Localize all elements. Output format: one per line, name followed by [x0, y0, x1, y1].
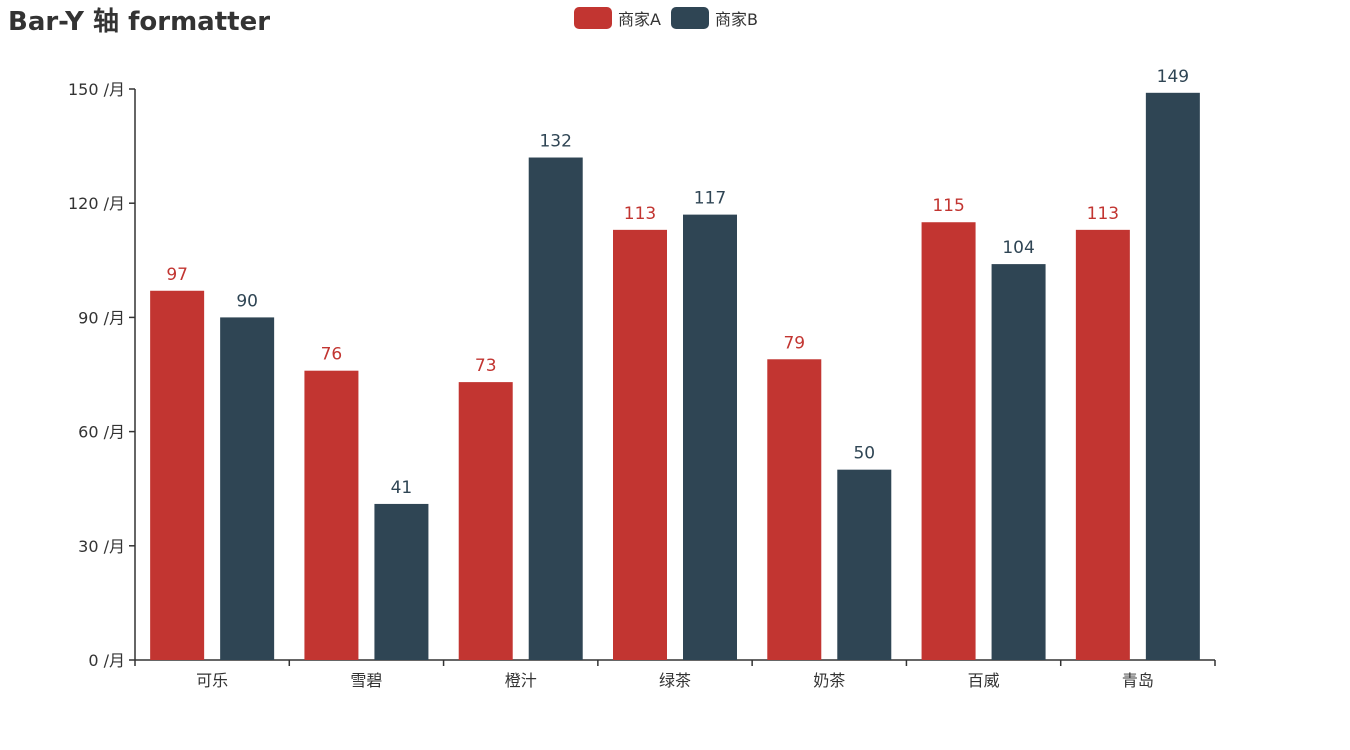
bar-value-label: 113	[1087, 204, 1119, 224]
legend-swatch-series-b	[670, 7, 709, 29]
bar-value-label: 113	[624, 204, 656, 224]
bar-series-a	[921, 222, 976, 660]
y-tick-label: 30 /月	[78, 537, 125, 556]
bar-value-label: 73	[475, 356, 497, 376]
bar-series-b	[220, 317, 275, 660]
x-tick-label: 橙汁	[505, 671, 537, 690]
legend-item-series-a[interactable]: 商家A	[574, 6, 661, 30]
legend-label-series-b: 商家B	[714, 10, 758, 29]
bar-value-label: 97	[166, 265, 188, 285]
bar-series-a	[458, 382, 513, 660]
bar-value-label: 41	[391, 478, 413, 498]
y-tick-label: 60 /月	[78, 423, 125, 442]
bar-series-a	[613, 229, 667, 660]
bar-value-label: 117	[694, 189, 726, 209]
legend-item-series-b[interactable]: 商家B	[670, 6, 758, 30]
bar-value-label: 149	[1157, 67, 1189, 87]
bar-series-a	[1075, 229, 1130, 660]
legend: 商家A 商家B	[574, 6, 768, 30]
chart-title: Bar-Y 轴 formatter	[8, 7, 271, 37]
bar-series-b	[683, 214, 737, 660]
bar-series-b	[1145, 92, 1200, 661]
bar-value-label: 76	[321, 345, 343, 365]
bar-series-b	[528, 157, 583, 660]
x-tick-label: 青岛	[1122, 671, 1154, 690]
bar-series-b	[837, 469, 892, 660]
x-tick-label: 百威	[968, 671, 1000, 690]
bar-value-label: 79	[783, 333, 805, 353]
y-tick-label: 150 /月	[68, 80, 125, 99]
bar-value-label: 90	[236, 291, 258, 311]
x-tick-label: 可乐	[196, 671, 228, 690]
bar-series-b	[991, 264, 1046, 660]
legend-label-series-a: 商家A	[618, 10, 661, 29]
bar-value-label: 115	[932, 196, 964, 216]
bar-series-b	[374, 503, 429, 660]
bar-series-a	[767, 359, 822, 660]
legend-swatch-series-a	[574, 7, 612, 29]
x-tick-label: 奶茶	[813, 671, 845, 690]
bar-series-a	[304, 370, 359, 660]
y-tick-label: 90 /月	[78, 308, 125, 327]
bar-value-label: 50	[853, 444, 875, 464]
y-tick-label: 120 /月	[68, 194, 125, 213]
bar-series-a	[150, 290, 205, 660]
y-tick-label: 0 /月	[88, 651, 125, 670]
x-tick-label: 绿茶	[659, 671, 691, 690]
bar-value-label: 132	[539, 132, 571, 152]
bar-value-label: 104	[1002, 238, 1034, 258]
x-tick-label: 雪碧	[350, 671, 382, 690]
